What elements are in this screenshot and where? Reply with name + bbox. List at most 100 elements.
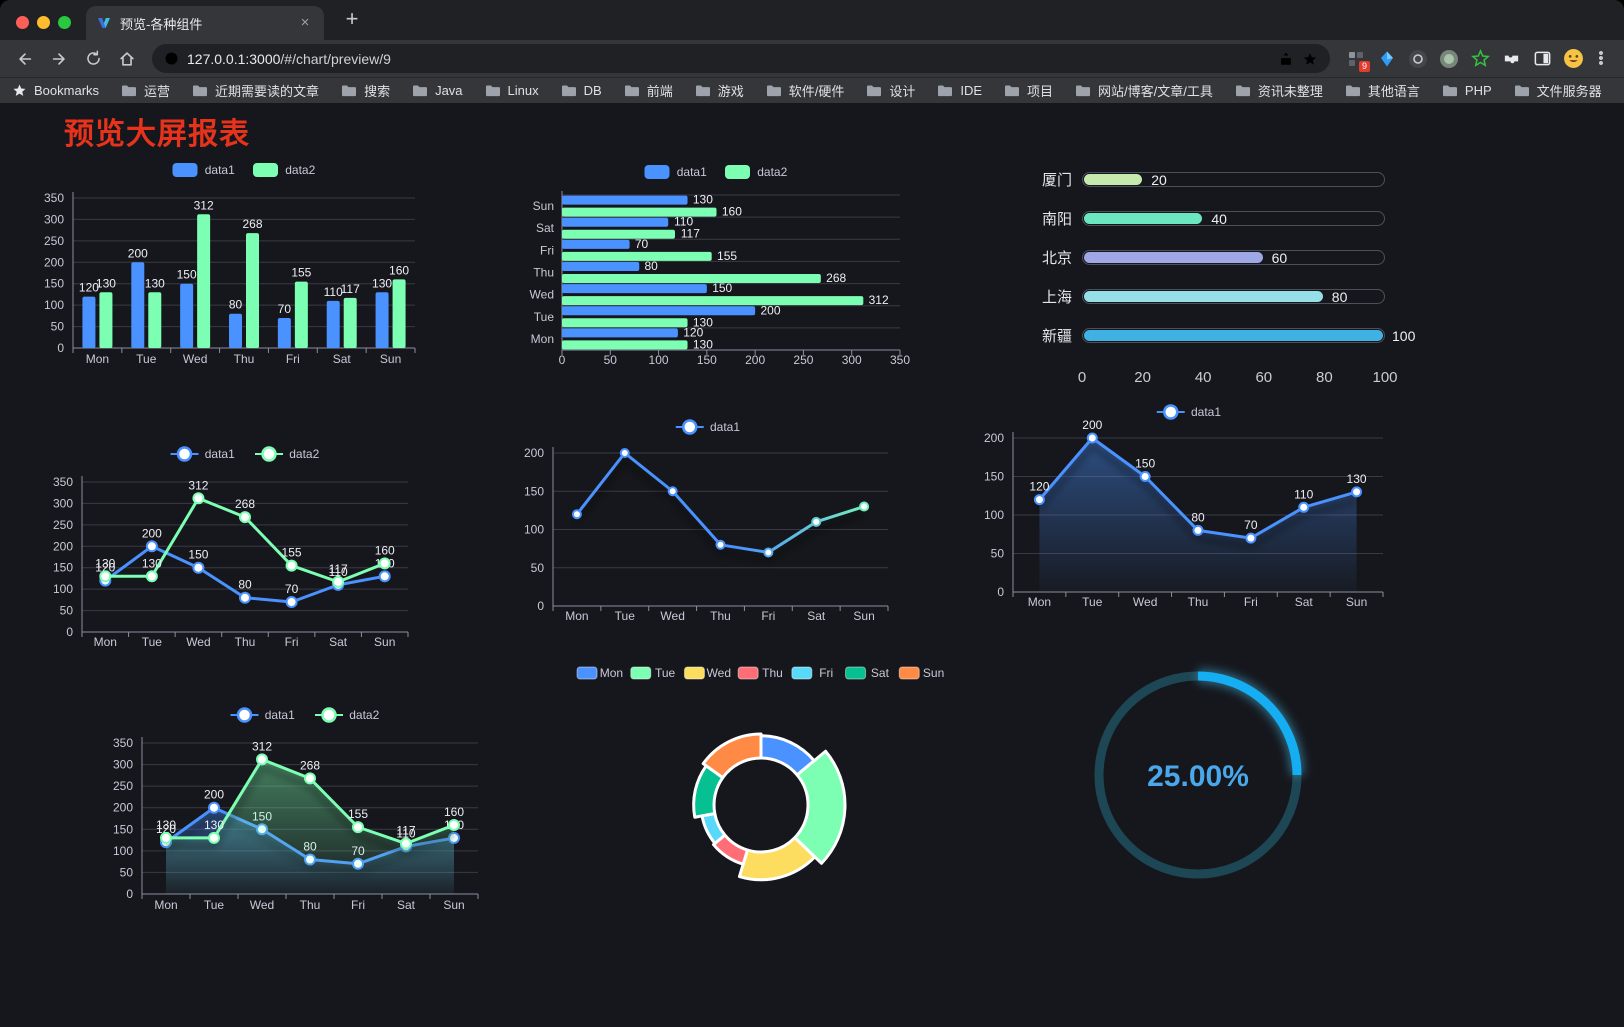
- chart-bar-horizontal[interactable]: data1 data2 0 50 100 150 200 250 300 350 Mon Tue Wed…: [505, 150, 945, 380]
- chart-donut-rose[interactable]: Mon Tue Wed Thu Fri Sat Sun: [565, 655, 965, 910]
- url-text[interactable]: 127.0.0.1:3000/#/chart/preview/9: [187, 51, 1270, 67]
- address-bar[interactable]: 127.0.0.1:3000/#/chart/preview/9: [152, 44, 1330, 73]
- bookmark-folder[interactable]: 项目: [1004, 81, 1053, 100]
- bookmark-folder[interactable]: 软件/硬件: [766, 81, 844, 100]
- svg-text:data1: data1: [677, 165, 707, 179]
- bookmark-folder-label: 运营: [144, 84, 171, 99]
- maximize-window-button[interactable]: [58, 16, 71, 29]
- bookmark-folder[interactable]: DB: [561, 83, 602, 98]
- forward-button[interactable]: [44, 44, 74, 74]
- chart-line-area-single[interactable]: data1 0 50 100 150 200 Mon Tue Wed Thu Fri Sat Sun 12…: [983, 400, 1415, 625]
- svg-text:100: 100: [984, 508, 1004, 522]
- progress-track: 60: [1082, 250, 1385, 266]
- extension-green-circle-icon[interactable]: [1437, 47, 1461, 71]
- chart-line-area-double[interactable]: data1 data2 0 50 100 150 200 250 300 350 Mon Tue Wed…: [95, 690, 535, 925]
- data-point: [715, 539, 726, 550]
- legend-item: data2: [315, 707, 380, 723]
- extension-puzzle-icon[interactable]: [1499, 47, 1523, 71]
- new-tab-button[interactable]: +: [345, 6, 359, 31]
- axis-tick-label: 60: [1255, 369, 1273, 386]
- bookmark-folder[interactable]: 资讯未整理: [1235, 81, 1323, 100]
- browser-menu-button[interactable]: • • •: [1598, 45, 1604, 72]
- chart-line-gradient[interactable]: data1 0 50 100 150 200 Mon Tue Wed Thu Fri Sat Sun: [498, 410, 938, 635]
- home-button[interactable]: [112, 44, 142, 74]
- svg-text:155: 155: [348, 807, 368, 821]
- svg-text:Mon: Mon: [86, 352, 109, 366]
- line-chart-canvas: data1 0 50 100 150 200 Mon Tue Wed Thu Fri Sat Sun 12…: [984, 404, 1384, 609]
- extension-kite-icon[interactable]: [1375, 47, 1399, 71]
- close-window-button[interactable]: [16, 16, 29, 29]
- svg-text:Mon: Mon: [531, 332, 554, 346]
- bookmark-folder[interactable]: PHP: [1442, 83, 1492, 98]
- extension-dark-circle-icon[interactable]: [1406, 47, 1430, 71]
- bookmark-folder[interactable]: 文件服务器: [1514, 81, 1602, 100]
- progress-fill: [1084, 252, 1263, 263]
- series-line: [575, 451, 866, 554]
- gauge-canvas: 25.00%: [1094, 669, 1304, 879]
- extension-green-star-icon[interactable]: [1468, 47, 1492, 71]
- bookmark-star-icon[interactable]: [1302, 51, 1318, 67]
- bookmark-folder[interactable]: 近期需要读的文章: [192, 81, 319, 100]
- profile-avatar[interactable]: [1561, 47, 1585, 71]
- svg-text:200: 200: [113, 801, 133, 815]
- bookmark-folder[interactable]: 游戏: [695, 81, 744, 100]
- data-point: [571, 509, 582, 520]
- chart-bar-grouped[interactable]: data1 data2 0 50 100 150 200 250 300 350 Mon Tue Wed…: [28, 150, 478, 380]
- pie-slice-Tue: [793, 749, 847, 865]
- legend: data1 data2: [172, 163, 316, 177]
- green-star-glyph: [1470, 49, 1490, 67]
- svg-text:Tue: Tue: [204, 898, 225, 912]
- bookmark-folder[interactable]: 网站/博客/文章/工具: [1075, 81, 1213, 100]
- minimize-window-button[interactable]: [37, 16, 50, 29]
- tab-close-icon[interactable]: ×: [300, 14, 310, 31]
- pie-slices: [692, 732, 847, 882]
- svg-text:data1: data1: [205, 447, 235, 461]
- svg-text:Sat: Sat: [807, 609, 826, 623]
- svg-text:130: 130: [96, 276, 116, 290]
- legend-item: data1: [230, 707, 295, 723]
- tab-title: 预览-各种组件: [120, 16, 203, 32]
- bookmark-folder[interactable]: Java: [412, 83, 463, 98]
- folder-icon: [1235, 85, 1250, 97]
- folder-icon: [624, 85, 639, 97]
- bookmark-folder-label: 文件服务器: [1536, 84, 1602, 99]
- page-title: 预览大屏报表: [64, 118, 250, 151]
- dark-circle-glyph: [1409, 49, 1427, 68]
- bookmark-folder[interactable]: 运营: [121, 81, 170, 100]
- extension-grid-icon[interactable]: 9: [1344, 47, 1370, 72]
- browser-tab[interactable]: 预览-各种组件 ×: [86, 6, 324, 40]
- gauge-progress-arc: [1197, 671, 1302, 776]
- series-data2: 130 130 312 268 155 117 160: [95, 478, 395, 588]
- forward-icon: [52, 52, 65, 65]
- bookmark-folder[interactable]: Linux: [485, 83, 539, 98]
- chart-gauge-progress[interactable]: 25.00%: [1080, 655, 1320, 895]
- bookmark-folder[interactable]: IDE: [937, 83, 982, 98]
- back-button[interactable]: [10, 44, 40, 74]
- svg-text:100: 100: [113, 844, 133, 858]
- svg-text:Wed: Wed: [707, 666, 731, 680]
- chart-line-two-series[interactable]: data1 data2 0 50 100 150 200 250 300 350 Mon Tue Wed…: [30, 440, 480, 660]
- svg-text:Sat: Sat: [536, 221, 555, 235]
- legend-item: Mon: [576, 666, 623, 680]
- bookmark-folder[interactable]: 设计: [866, 81, 915, 100]
- svg-text:Fri: Fri: [1244, 595, 1258, 609]
- share-icon[interactable]: [1278, 51, 1294, 67]
- pie-slice-Sun: [701, 732, 763, 780]
- legend: data1: [675, 419, 740, 435]
- bookmark-folder[interactable]: 前端: [624, 81, 673, 100]
- bookmarks-manager-item[interactable]: Bookmarks: [12, 83, 99, 98]
- side-panel-icon[interactable]: [1530, 47, 1554, 71]
- chart-progress-bars[interactable]: 厦门 20 南阳 40 北京 60 上海 80 新疆 100 0 20 40 60 80 100: [1000, 150, 1430, 400]
- bookmark-folder[interactable]: 搜索: [341, 81, 390, 100]
- reload-button[interactable]: [78, 44, 108, 74]
- svg-text:120: 120: [95, 561, 115, 575]
- svg-text:0: 0: [559, 353, 566, 367]
- svg-text:Fri: Fri: [351, 898, 365, 912]
- site-info-icon[interactable]: [164, 51, 179, 66]
- progress-label: 北京: [1041, 250, 1072, 267]
- legend-item: Fri: [791, 666, 833, 680]
- progress-row: 上海 80: [1000, 277, 1430, 316]
- bookmark-folder[interactable]: 其他语言: [1345, 81, 1420, 100]
- bookmark-folder-label: 搜索: [364, 84, 391, 99]
